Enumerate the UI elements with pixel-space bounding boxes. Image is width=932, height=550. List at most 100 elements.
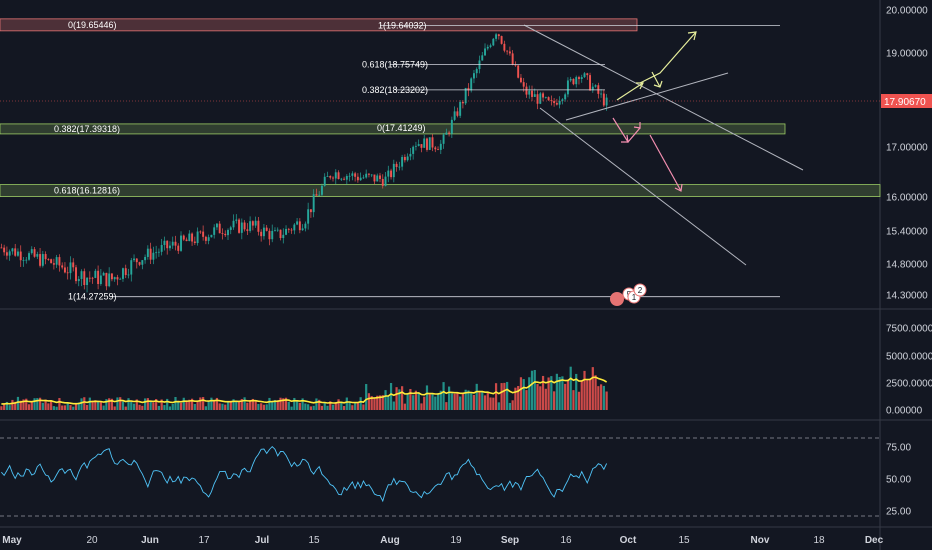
volume-bar <box>193 404 196 410</box>
candle-body <box>75 267 77 282</box>
candle-body <box>522 82 525 87</box>
volume-bar <box>345 397 348 410</box>
candle-body <box>293 224 296 231</box>
volume-bar <box>284 397 288 410</box>
candle-body <box>166 240 169 249</box>
candle-body <box>575 77 578 85</box>
price-tick-label: 14.80000 <box>886 260 928 271</box>
candle-body <box>492 38 495 46</box>
rsi-pane[interactable]: 75.00 50.00 25.00 <box>0 437 911 518</box>
volume-bar <box>0 406 3 410</box>
volume-bar <box>376 395 379 410</box>
candle-body <box>221 233 224 235</box>
candle-body <box>30 249 33 254</box>
candle-body <box>202 231 205 237</box>
candle-body <box>276 229 279 231</box>
volume-bar <box>478 392 481 410</box>
volume-bar <box>221 403 224 410</box>
candle-body <box>503 43 506 51</box>
volume-bar <box>553 391 556 410</box>
volume-bar <box>105 399 108 410</box>
price-tick-label: 15.40000 <box>886 227 928 238</box>
candle-body <box>3 247 6 253</box>
fib-label-0618-upper: 0.618(18.75749) <box>362 60 428 70</box>
candle-body <box>36 254 39 257</box>
volume-bar <box>329 401 332 410</box>
channel-lower-line[interactable] <box>539 107 747 266</box>
volume-bar <box>3 404 6 410</box>
time-axis[interactable]: May 20 Jun 17 Jul 15 Aug 19 Sep 16 Oct 15 Nov 18 Dec <box>2 535 883 546</box>
volume-bar <box>337 399 340 410</box>
candle-body <box>434 147 437 150</box>
rsi-axis[interactable]: 75.00 50.00 25.00 <box>886 443 911 518</box>
flag-badge-icon[interactable] <box>610 292 624 306</box>
candle-body <box>412 146 415 154</box>
volume-bar <box>398 389 401 410</box>
candle-body <box>257 220 260 232</box>
volume-bar <box>525 390 528 410</box>
volume-bar <box>514 387 517 410</box>
candle-body <box>8 251 11 256</box>
volume-bar <box>240 398 243 410</box>
candle-body <box>367 173 370 175</box>
volume-bar <box>406 393 409 410</box>
candle-body <box>340 178 343 180</box>
candle-body <box>390 170 393 178</box>
volume-bar <box>362 404 365 410</box>
candle-body <box>373 174 376 182</box>
volume-bar <box>456 393 459 410</box>
candle-body <box>528 90 531 95</box>
candle-body <box>196 231 199 244</box>
candle-body <box>351 173 354 176</box>
candle-body <box>583 73 586 78</box>
price-tick-label: 16.00000 <box>886 193 928 204</box>
volume-pane[interactable]: 7500.00000 5000.00000 2500.00000 0.00000 <box>0 324 932 417</box>
volume-bar <box>575 373 578 410</box>
candle-body <box>359 177 362 181</box>
volume-bar <box>425 385 429 410</box>
candle-body <box>456 111 459 116</box>
volume-bar <box>52 406 55 410</box>
candle-body <box>307 209 310 224</box>
support-zone-upper[interactable] <box>0 123 786 135</box>
candle-body <box>414 145 417 147</box>
current-price-tag <box>881 94 932 108</box>
candle-body <box>362 177 365 179</box>
candle-body <box>160 244 163 252</box>
event-badges[interactable]: 5 1 2 <box>610 283 647 306</box>
candle-body <box>511 53 514 65</box>
resistance-zone[interactable] <box>0 18 638 32</box>
volume-bar <box>232 399 235 410</box>
volume-bar <box>50 400 53 410</box>
volume-bar <box>124 406 127 410</box>
candle-body <box>370 174 373 176</box>
candle-body <box>224 233 227 236</box>
volume-bar <box>55 406 58 410</box>
candle-body <box>58 257 61 266</box>
channel-upper-line[interactable] <box>523 24 804 171</box>
candle-body <box>0 247 3 249</box>
badge-circle-3[interactable] <box>633 283 647 297</box>
candle-body <box>141 260 144 265</box>
volume-bar <box>409 388 412 410</box>
volume-bar <box>392 401 395 410</box>
candle-body <box>168 245 171 249</box>
candle-body <box>271 230 274 240</box>
current-price-label: 17.90670 <box>884 97 926 108</box>
candle-body <box>506 50 509 52</box>
candle-body <box>50 259 53 264</box>
price-pane[interactable]: 0(19.65446) 1(19.64032) 0.618(18.75749) 0.3… <box>0 6 932 307</box>
candle-body <box>146 248 149 257</box>
candle-body <box>188 233 191 242</box>
volume-bar <box>508 402 511 410</box>
volume-axis[interactable]: 7500.00000 5000.00000 2500.00000 0.00000 <box>886 324 932 417</box>
volume-bar <box>367 393 371 410</box>
volume-bar <box>246 402 249 410</box>
candle-body <box>63 267 66 273</box>
support-zone-lower[interactable] <box>0 184 881 197</box>
support-trend-line[interactable] <box>565 72 729 121</box>
volume-bar <box>199 397 202 410</box>
volume-bar <box>11 399 14 410</box>
time-tick-label: Jul <box>255 535 270 546</box>
